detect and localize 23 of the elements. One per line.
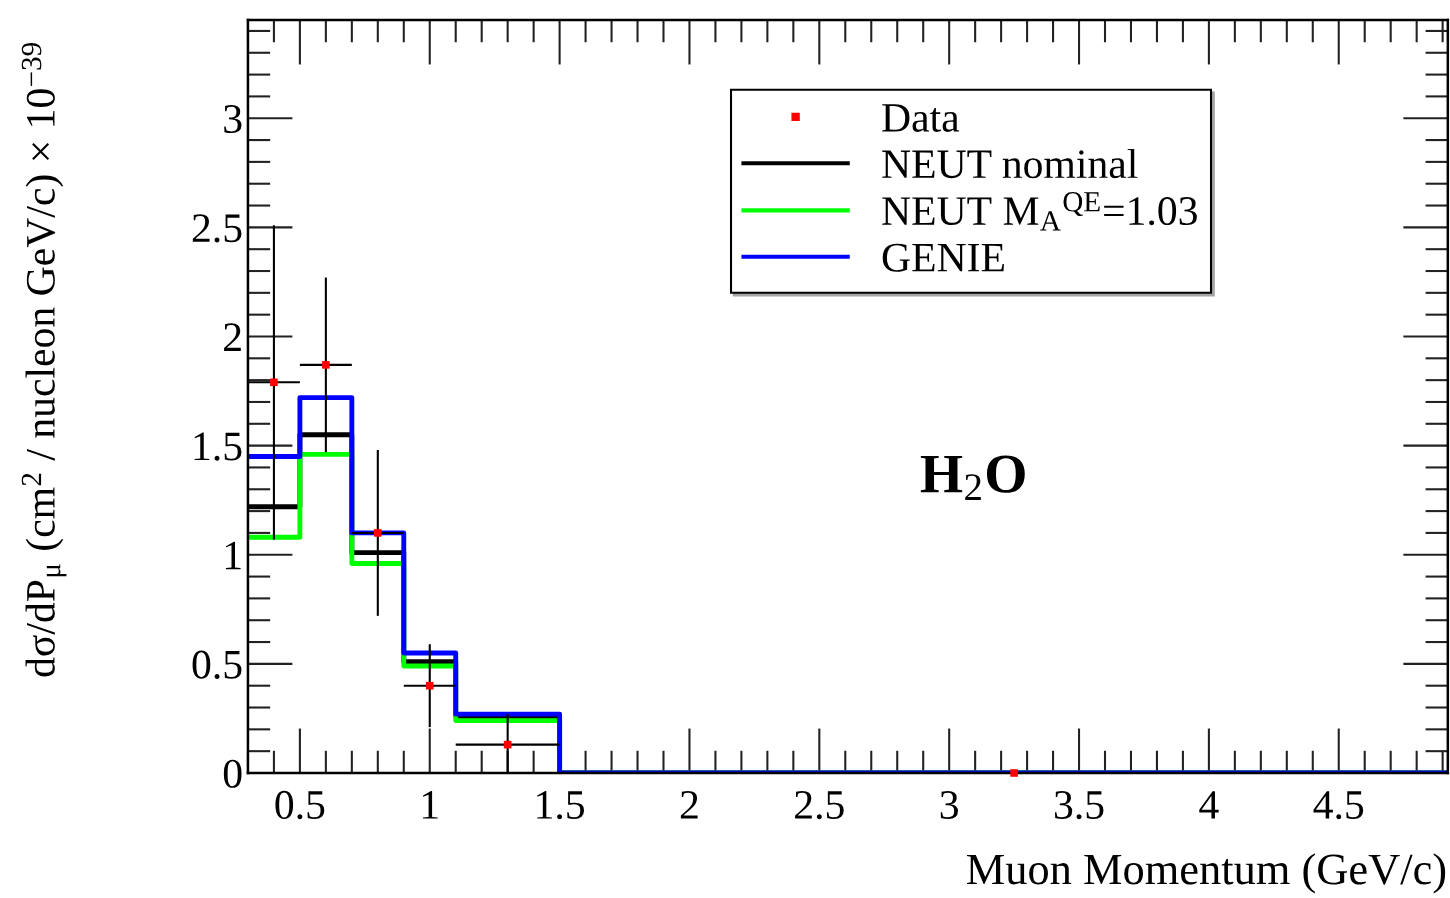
legend-label: NEUT nominal xyxy=(882,148,1138,179)
x-tick-label: 1 xyxy=(423,791,438,819)
legend-label: NEUT M$_{A}$$^{QE}$=1.03 xyxy=(882,192,1197,231)
x-axis-title: Muon Momentum (GeV/c) xyxy=(966,853,1446,894)
x-tick-label: 4.5 xyxy=(1313,791,1364,820)
x-tick-label: 4 xyxy=(1199,791,1219,819)
y-tick-label: 3 xyxy=(224,105,242,134)
x-tick-label: 3.5 xyxy=(1054,790,1104,820)
y-tick-label: 0.5 xyxy=(192,650,242,679)
x-tick-label: 3 xyxy=(940,790,958,819)
x-tick-label: 2.5 xyxy=(795,790,844,820)
y-tick-label: 2.5 xyxy=(192,214,242,243)
x-tick-label: 0.5 xyxy=(275,790,325,820)
y-tick-label: 0 xyxy=(223,759,242,788)
y-tick-label: 1 xyxy=(225,541,241,570)
x-tick-label: 1.5 xyxy=(537,791,585,820)
legend-label: Data xyxy=(882,104,960,132)
y-tick-label: 2 xyxy=(224,323,241,351)
x-tick-label: 2 xyxy=(680,790,698,819)
y-axis-title: dσ/dP$_{μ}$ (cm$^{2}$ / nucleon GeV/c) × 10$^{−39}$ xyxy=(21,42,67,677)
y-tick-label: 1.5 xyxy=(194,432,242,461)
annotation: H$_{2}$O xyxy=(920,455,1025,500)
legend-label: GENIE xyxy=(882,243,1004,272)
